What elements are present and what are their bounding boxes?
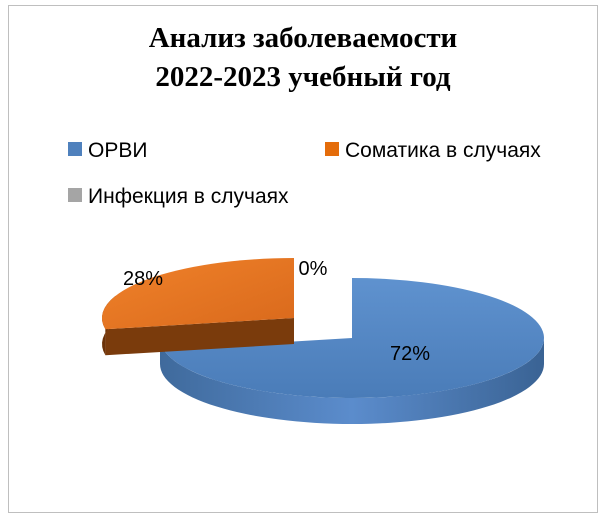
data-label-infekciya: 0% [299, 258, 328, 280]
legend-item-infekciya: Инфекция в случаях [68, 186, 289, 207]
chart-title-line2: 2022-2023 учебный год [155, 61, 451, 93]
pie-slice-orvi [163, 278, 545, 399]
chart-title-line1: Анализ заболеваемости [148, 22, 458, 54]
legend-label-infekciya: Инфекция в случаях [88, 185, 289, 208]
legend-swatch-somatika [325, 142, 339, 156]
data-label-orvi: 72% [390, 343, 430, 365]
legend-swatch-orvi [68, 142, 82, 156]
data-label-somatika: 28% [123, 268, 163, 290]
chart-area [8, 5, 598, 513]
legend-label-orvi: ОРВИ [88, 139, 148, 162]
legend-swatch-infekciya [68, 188, 82, 202]
pie-slice-somatika [101, 258, 295, 330]
pie-slice-somatika-cut-face [105, 318, 294, 356]
legend-item-orvi: ОРВИ [68, 140, 147, 161]
pie-slice-orvi-side [160, 338, 544, 424]
legend-label-somatika: Соматика в случаях [345, 139, 541, 162]
legend-item-somatika: Соматика в случаях [325, 140, 541, 161]
